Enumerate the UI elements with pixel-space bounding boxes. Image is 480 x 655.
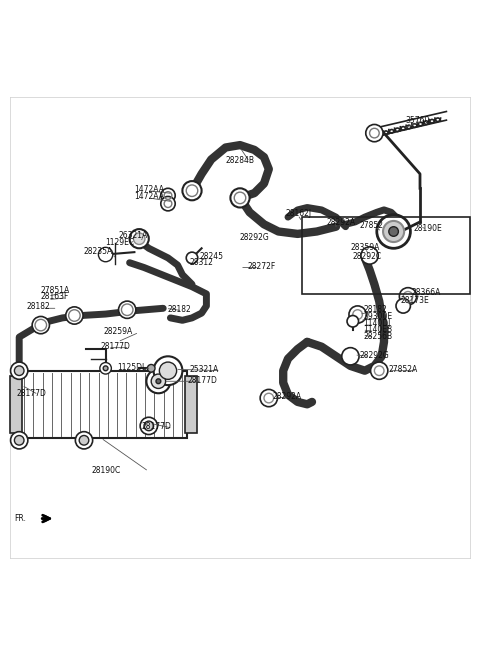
Circle shape	[396, 299, 410, 313]
Circle shape	[98, 248, 113, 262]
Text: 28292G: 28292G	[360, 351, 390, 360]
Text: 25321A: 25321A	[190, 365, 219, 374]
Circle shape	[161, 196, 175, 211]
Circle shape	[159, 362, 177, 379]
Text: 28182: 28182	[26, 303, 50, 311]
Circle shape	[14, 436, 24, 445]
Text: 27852: 27852	[360, 221, 384, 231]
Text: 28359A: 28359A	[350, 243, 380, 252]
Circle shape	[119, 301, 136, 318]
Circle shape	[186, 252, 198, 264]
Text: 27852A: 27852A	[389, 365, 418, 374]
Circle shape	[377, 215, 410, 248]
Circle shape	[383, 221, 404, 242]
Circle shape	[100, 362, 111, 374]
Text: 28182: 28182	[168, 305, 192, 314]
Circle shape	[11, 432, 28, 449]
Text: 28292A: 28292A	[273, 392, 302, 401]
Circle shape	[156, 379, 161, 384]
Text: 28284B: 28284B	[226, 156, 254, 165]
Text: 28259A: 28259A	[103, 327, 132, 336]
Text: 28190E: 28190E	[414, 223, 443, 233]
Circle shape	[11, 362, 28, 379]
Circle shape	[154, 356, 182, 385]
Circle shape	[147, 364, 155, 372]
Circle shape	[146, 369, 170, 393]
Circle shape	[371, 362, 388, 379]
Circle shape	[79, 436, 89, 445]
Text: 28256B: 28256B	[363, 332, 393, 341]
Text: 28235A: 28235A	[84, 247, 113, 256]
Circle shape	[32, 316, 49, 334]
Text: 28163F: 28163F	[41, 291, 69, 301]
Text: 1129EC: 1129EC	[106, 238, 135, 247]
Text: 28245: 28245	[199, 252, 223, 261]
Circle shape	[182, 181, 202, 200]
Text: 28177D: 28177D	[101, 342, 131, 351]
Circle shape	[347, 316, 359, 327]
Text: 1125DL: 1125DL	[118, 363, 147, 372]
Text: 39300E: 39300E	[363, 312, 393, 322]
Text: 28292C: 28292C	[353, 252, 382, 261]
Text: 28182: 28182	[363, 305, 387, 314]
Text: 28173E: 28173E	[401, 295, 430, 305]
Circle shape	[66, 307, 83, 324]
Text: 28177D: 28177D	[17, 389, 47, 398]
Text: 28292G: 28292G	[240, 233, 270, 242]
Bar	[10, 375, 22, 433]
Text: FR.: FR.	[14, 514, 26, 523]
Circle shape	[75, 432, 93, 449]
Circle shape	[349, 306, 366, 323]
Bar	[19, 371, 187, 438]
Circle shape	[14, 366, 24, 375]
Text: 1472AA: 1472AA	[134, 185, 164, 194]
Text: 1140EB: 1140EB	[363, 326, 393, 335]
Circle shape	[389, 227, 398, 236]
Circle shape	[161, 188, 175, 202]
Text: 35760: 35760	[406, 116, 430, 124]
Circle shape	[133, 233, 145, 244]
Text: 1472AA: 1472AA	[134, 192, 164, 201]
Circle shape	[144, 421, 154, 431]
Circle shape	[140, 417, 157, 434]
Text: 28190C: 28190C	[91, 466, 120, 475]
Circle shape	[130, 229, 149, 248]
Circle shape	[342, 348, 359, 365]
Bar	[185, 375, 197, 433]
Text: 28272F: 28272F	[247, 261, 276, 271]
Text: 28312: 28312	[190, 258, 214, 267]
Circle shape	[103, 366, 108, 371]
Text: 27851A: 27851A	[41, 286, 70, 295]
Text: 26321A: 26321A	[119, 231, 148, 240]
Circle shape	[366, 124, 383, 141]
Circle shape	[230, 188, 250, 208]
Text: 28366A: 28366A	[412, 288, 441, 297]
Text: 28292A: 28292A	[326, 218, 356, 227]
Text: 28177D: 28177D	[142, 422, 171, 432]
Text: 28177D: 28177D	[187, 376, 217, 384]
Bar	[302, 217, 470, 294]
Circle shape	[151, 374, 166, 388]
Circle shape	[260, 390, 277, 407]
Text: 1140DJ: 1140DJ	[363, 319, 391, 328]
Text: 28162J: 28162J	[286, 209, 312, 218]
Circle shape	[361, 247, 378, 264]
Circle shape	[399, 288, 417, 305]
